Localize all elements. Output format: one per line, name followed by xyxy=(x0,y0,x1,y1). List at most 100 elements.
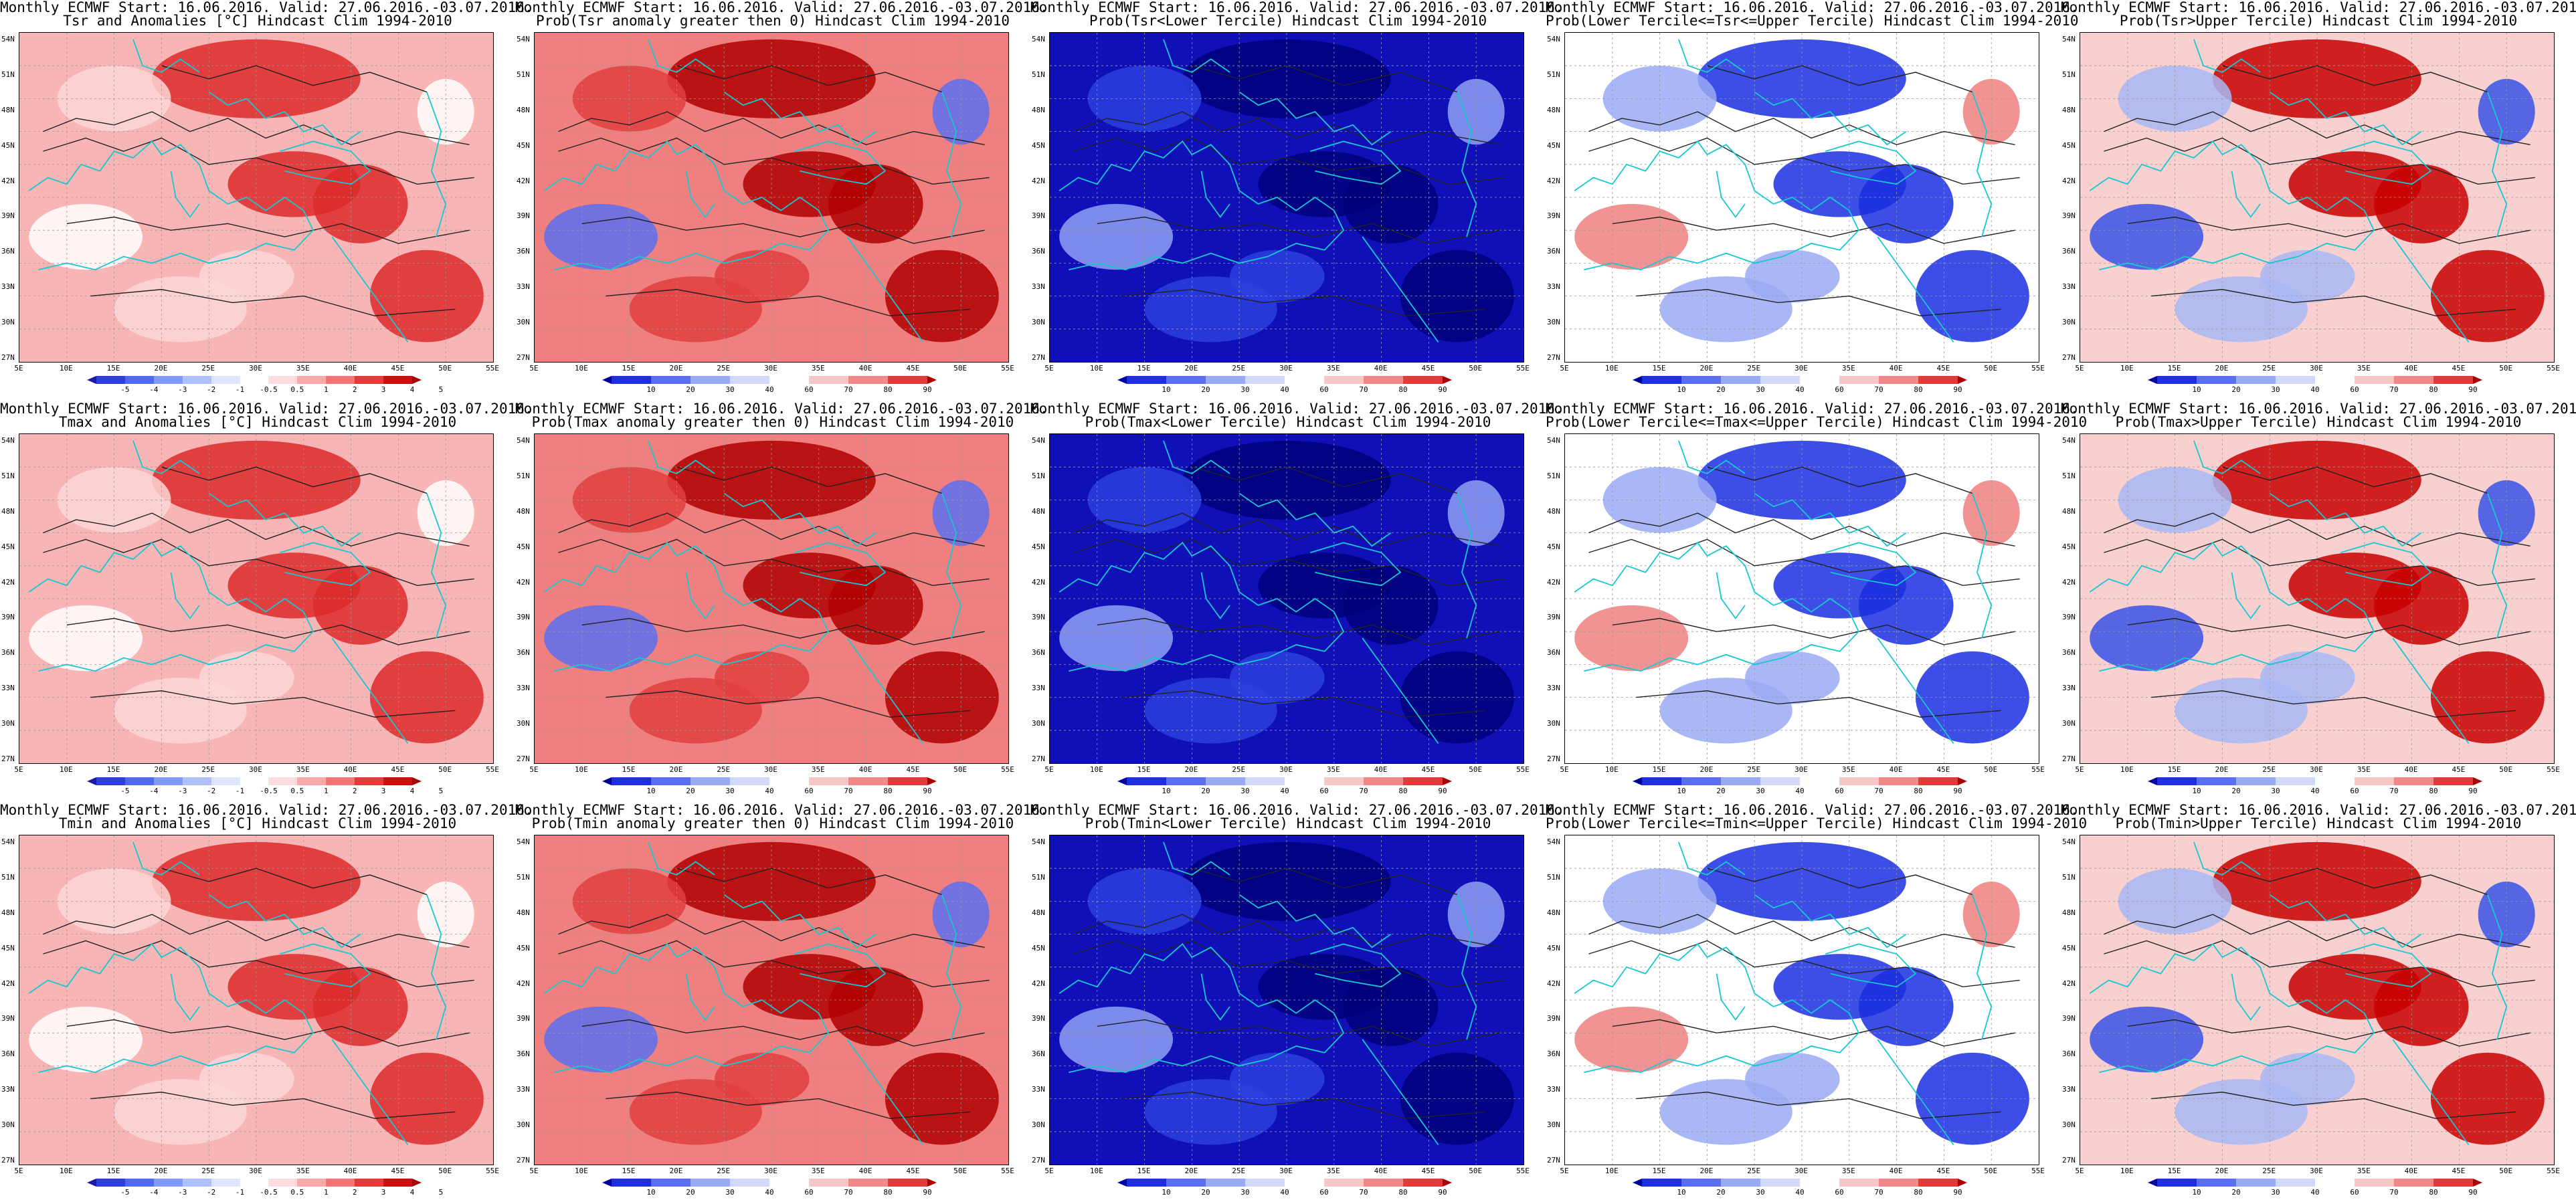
lon-tick-label: 55E xyxy=(1516,364,1530,373)
lat-tick-label: 42N xyxy=(517,979,530,988)
lon-tick-label: 50E xyxy=(2499,1167,2513,1175)
map-panel: Monthly ECMWF Start: 16.06.2016. Valid: … xyxy=(1030,0,1564,401)
field-patch xyxy=(2478,78,2535,145)
field-patch xyxy=(29,203,143,270)
lat-tick-label: 36N xyxy=(1032,247,1045,256)
isoline xyxy=(1073,512,1500,547)
lat-tick-label: 27N xyxy=(1547,1156,1560,1165)
field-patch xyxy=(417,78,474,145)
colorbar-tick-label: 30 xyxy=(2271,1188,2280,1197)
coastline xyxy=(2089,140,2375,271)
panel-title-line1: Monthly ECMWF Start: 16.06.2016. Valid: … xyxy=(515,802,1048,818)
lat-tick-label: 48N xyxy=(1032,506,1045,516)
panel-title-line2: Prob(Tsr<Lower Tercile) Hindcast Clim 19… xyxy=(1089,13,1487,29)
colorbar-tick-label: 0.5 xyxy=(290,385,304,394)
lat-tick-label: 45N xyxy=(2062,542,2076,551)
lon-tick-label: 20E xyxy=(1699,765,1714,774)
lon-tick-label: 5E xyxy=(529,1167,539,1175)
lon-tick-label: 10E xyxy=(574,1167,588,1175)
map-field xyxy=(19,434,493,763)
colorbar-tick-label: 2 xyxy=(352,1188,357,1197)
isoline xyxy=(2104,940,2535,988)
colorbar-labels: 10 20 30 40 60 70 80 90 xyxy=(1117,1188,1452,1197)
lat-tick-label: 33N xyxy=(1547,684,1560,693)
lat-tick-label: 51N xyxy=(1547,872,1560,882)
coastline xyxy=(1754,91,1907,146)
colorbar-tick-label: 10 xyxy=(646,1188,656,1197)
colorbar-cell xyxy=(848,1179,888,1187)
isoline xyxy=(1707,65,1973,93)
colorbar-tick-label: -1 xyxy=(235,787,245,795)
lon-tick-label: 35E xyxy=(1326,364,1340,373)
isoline xyxy=(2127,216,2531,244)
map-panel: Monthly ECMWF Start: 16.06.2016. Valid: … xyxy=(2061,803,2576,1204)
colorbar-cell xyxy=(2276,1179,2315,1187)
colorbar-tick-label: 90 xyxy=(1953,1188,1962,1197)
isoline xyxy=(66,216,470,244)
colorbar-tick-label: 20 xyxy=(686,385,695,394)
field-patch xyxy=(1574,1006,1689,1073)
panel-title-line2: Prob(Tmin>Upper Tercile) Hindcast Clim 1… xyxy=(2115,815,2522,831)
coastline xyxy=(1200,572,1230,620)
coastline xyxy=(1972,92,1993,237)
field-patch xyxy=(2373,164,2469,243)
lat-tick-label: 54N xyxy=(2062,436,2076,445)
lat-tick-label: 45N xyxy=(1,943,15,952)
colorbar-tick-label: 40 xyxy=(765,787,774,795)
lon-tick-label: 35E xyxy=(1841,364,1855,373)
lat-tick-label: 51N xyxy=(1547,471,1560,480)
coastline xyxy=(1310,140,1402,185)
colorbar-tick-label: 30 xyxy=(1756,385,1765,394)
lat-tick-label: 45N xyxy=(1032,943,1045,952)
coastline xyxy=(1163,39,1230,74)
lat-tick-label: 39N xyxy=(1032,1014,1045,1023)
field-patch xyxy=(667,440,876,520)
colorbar-cell xyxy=(1245,777,1285,785)
lat-tick-label: 36N xyxy=(517,648,530,658)
lon-tick-label: 10E xyxy=(2120,364,2134,373)
coastline xyxy=(648,440,715,475)
field-patch xyxy=(1447,881,1505,948)
colorbar-cell xyxy=(769,1179,809,1187)
isoline xyxy=(1192,868,1458,896)
lat-tick-label: 54N xyxy=(517,35,530,43)
lat-tick-label: 39N xyxy=(1,211,15,221)
colorbar-cell xyxy=(1918,1179,1958,1187)
lat-tick-label: 36N xyxy=(1,1049,15,1059)
lon-tick-label: 5E xyxy=(2075,364,2084,373)
lat-tick-label: 27N xyxy=(1,353,15,362)
colorbar-tick-label: 40 xyxy=(1795,1188,1805,1197)
colorbar-tick-label: 70 xyxy=(2389,787,2399,795)
lon-tick-label: 10E xyxy=(1089,364,1103,373)
field-patch xyxy=(2260,1052,2355,1106)
colorbar-tick-label: 10 xyxy=(1677,787,1686,795)
field-patch xyxy=(2478,881,2535,948)
coastline xyxy=(648,841,715,876)
colorbar-labels: 10 20 30 40 60 70 80 90 xyxy=(1633,787,1967,796)
panel-title-line2: Prob(Tmax>Upper Tercile) Hindcast Clim 1… xyxy=(2115,414,2522,430)
field-patch xyxy=(2430,1052,2545,1145)
lon-tick-label: 25E xyxy=(2262,364,2276,373)
lat-tick-label: 33N xyxy=(1032,282,1045,292)
coastline xyxy=(846,1039,924,1146)
lon-tick-label: 5E xyxy=(529,765,539,774)
colorbar-labels: 10 20 30 40 60 70 80 90 xyxy=(602,787,937,796)
colorbar-tick-label: 80 xyxy=(2429,787,2438,795)
colorbar-cell xyxy=(1879,376,1918,384)
colorbar-cell xyxy=(1839,1179,1879,1187)
lon-tick-label: 15E xyxy=(1137,1167,1151,1175)
isoline xyxy=(1588,914,2015,948)
colorbar-tick-label: 5 xyxy=(438,385,444,394)
lon-tick-label: 40E xyxy=(343,765,357,774)
colorbar-tick-label: 90 xyxy=(923,385,932,394)
field-patch xyxy=(1697,440,1906,520)
colorbar-cell xyxy=(612,376,651,384)
lon-tick-label: 30E xyxy=(764,364,777,373)
coastline xyxy=(208,894,361,948)
coastline xyxy=(1362,637,1439,744)
lat-tick-label: 42N xyxy=(1,176,15,185)
lon-tick-label: 55E xyxy=(1001,765,1014,774)
coastline xyxy=(280,542,371,587)
panel-title-line2: Prob(Tmin anomaly greater then 0) Hindca… xyxy=(531,815,1014,831)
colorbar-tick-label: 20 xyxy=(1716,385,1726,394)
